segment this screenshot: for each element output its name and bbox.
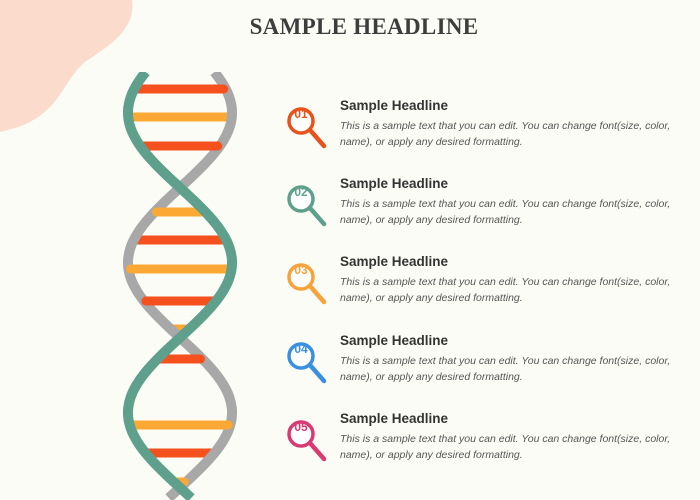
item-number: 03: [294, 263, 308, 277]
dna-strand-gray: [123, 72, 237, 500]
item-heading: Sample Headline: [340, 333, 449, 348]
item-number: 05: [294, 420, 308, 434]
magnifier-icon: [287, 420, 327, 462]
item-number: 04: [294, 342, 308, 356]
magnifier-icon: [287, 107, 327, 149]
magnifier-icon: [287, 185, 327, 227]
magnifier-icon: [287, 342, 327, 384]
list-item: 05 Sample Headline This is a sample text…: [286, 411, 686, 473]
item-description: This is a sample text that you can edit.…: [340, 355, 671, 383]
item-number: 02: [294, 185, 308, 199]
list-item: 01 Sample Headline This is a sample text…: [286, 98, 686, 160]
list-item: 03 Sample Headline This is a sample text…: [286, 254, 686, 316]
item-heading: Sample Headline: [340, 176, 449, 191]
item-description: This is a sample text that you can edit.…: [340, 433, 671, 461]
item-description: This is a sample text that you can edit.…: [340, 276, 671, 304]
dna-strand-teal: [123, 72, 237, 500]
list-item: 04 Sample Headline This is a sample text…: [286, 333, 686, 395]
item-heading: Sample Headline: [340, 98, 449, 113]
list-item: 02 Sample Headline This is a sample text…: [286, 176, 686, 238]
page-title: SAMPLE HEADLINE: [249, 14, 479, 39]
item-number: 01: [294, 107, 308, 121]
decorative-corner-blob: [0, 0, 133, 132]
item-heading: Sample Headline: [340, 411, 449, 426]
item-description: This is a sample text that you can edit.…: [340, 120, 671, 148]
dna-helix-illustration: [123, 72, 237, 500]
item-description: This is a sample text that you can edit.…: [340, 198, 671, 226]
item-heading: Sample Headline: [340, 254, 449, 269]
magnifier-icon: [287, 263, 327, 305]
